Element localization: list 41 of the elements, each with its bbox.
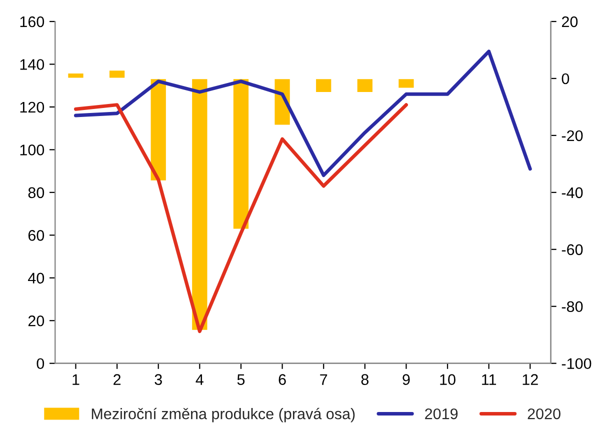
y-tick-label: 100 <box>20 144 44 156</box>
x-tick-label: 2 <box>114 374 121 385</box>
bar <box>397 78 416 90</box>
bar <box>232 78 250 230</box>
y2-tick-label: -60 <box>562 244 583 256</box>
y-tick-label: 160 <box>20 16 44 28</box>
bar <box>190 78 209 332</box>
x-tick-label: 7 <box>320 374 328 385</box>
x-tick-label: 1 <box>72 374 80 385</box>
y2-tick-label: -100 <box>562 358 592 370</box>
x-tick-label: 10 <box>440 374 456 385</box>
x-tick-label: 12 <box>522 374 538 385</box>
y-tick-label: 40 <box>28 272 44 284</box>
x-tick-label: 11 <box>482 374 496 385</box>
legend-label: 2020 <box>528 408 560 420</box>
y-tick-label: 60 <box>28 230 44 241</box>
x-tick-label: 9 <box>402 374 410 385</box>
y-tick-label: 0 <box>36 358 44 370</box>
y2-tick-label: -20 <box>562 130 583 142</box>
line-series <box>74 103 408 334</box>
bar <box>149 78 168 182</box>
y-tick-label: 20 <box>28 315 44 326</box>
x-tick-label: 5 <box>237 374 245 385</box>
x-tick-label: 8 <box>361 374 368 385</box>
x-tick-label: 6 <box>278 374 286 385</box>
x-tick-label: 4 <box>196 374 204 385</box>
bar <box>66 72 85 80</box>
y-tick-label: 140 <box>20 59 44 70</box>
bar <box>108 69 126 80</box>
legend-label: Meziroční změna produkce (pravá osa) <box>92 408 355 422</box>
y2-tick-label: 0 <box>562 73 570 84</box>
bar <box>356 78 374 94</box>
bar <box>314 78 333 94</box>
y2-tick-label: 20 <box>562 16 578 28</box>
x-tick-label: 3 <box>154 374 162 385</box>
line-series <box>74 50 532 178</box>
y-tick-label: 120 <box>20 102 44 113</box>
y2-tick-label: -80 <box>562 301 583 312</box>
y-tick-label: 80 <box>28 187 44 198</box>
legend-label: 2019 <box>425 408 458 420</box>
y2-tick-label: -40 <box>562 187 583 198</box>
